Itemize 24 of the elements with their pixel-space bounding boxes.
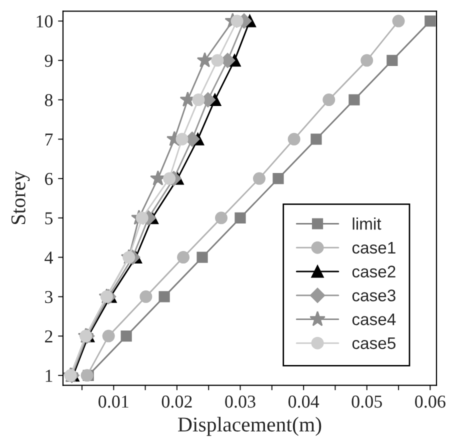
y-tick-label: 9 xyxy=(44,54,53,67)
legend-label: limit xyxy=(352,218,382,230)
y-tick-label: 6 xyxy=(45,172,53,185)
x-tick-label: 0.02 xyxy=(162,396,192,408)
legend-label: case3 xyxy=(352,290,396,302)
legend-label: case5 xyxy=(352,337,396,350)
y-tick-label: 5 xyxy=(45,212,53,224)
y-tick-label: 4 xyxy=(44,252,53,264)
x-tick-label: 0.06 xyxy=(415,396,446,408)
y-tick-label: 2 xyxy=(45,330,52,342)
x-tick-label: 0.01 xyxy=(98,396,128,408)
legend-label: case2 xyxy=(352,266,396,278)
legend-label: case1 xyxy=(352,242,396,254)
y-tick-label: 8 xyxy=(44,94,53,106)
legend-label: case4 xyxy=(352,314,396,326)
x-tick-label: 0.05 xyxy=(352,396,382,408)
y-tick-label: 10 xyxy=(36,15,53,28)
x-tick-label: 0.04 xyxy=(288,396,320,408)
y-tick-label: 1 xyxy=(46,370,52,382)
y-tick-label: 3 xyxy=(45,290,53,304)
y-tick-label: 7 xyxy=(45,134,53,146)
x-tick-label: 0.03 xyxy=(225,396,256,408)
x-axis-title: Displacement(m) xyxy=(178,416,322,436)
y-axis-title: Storey xyxy=(11,171,30,224)
